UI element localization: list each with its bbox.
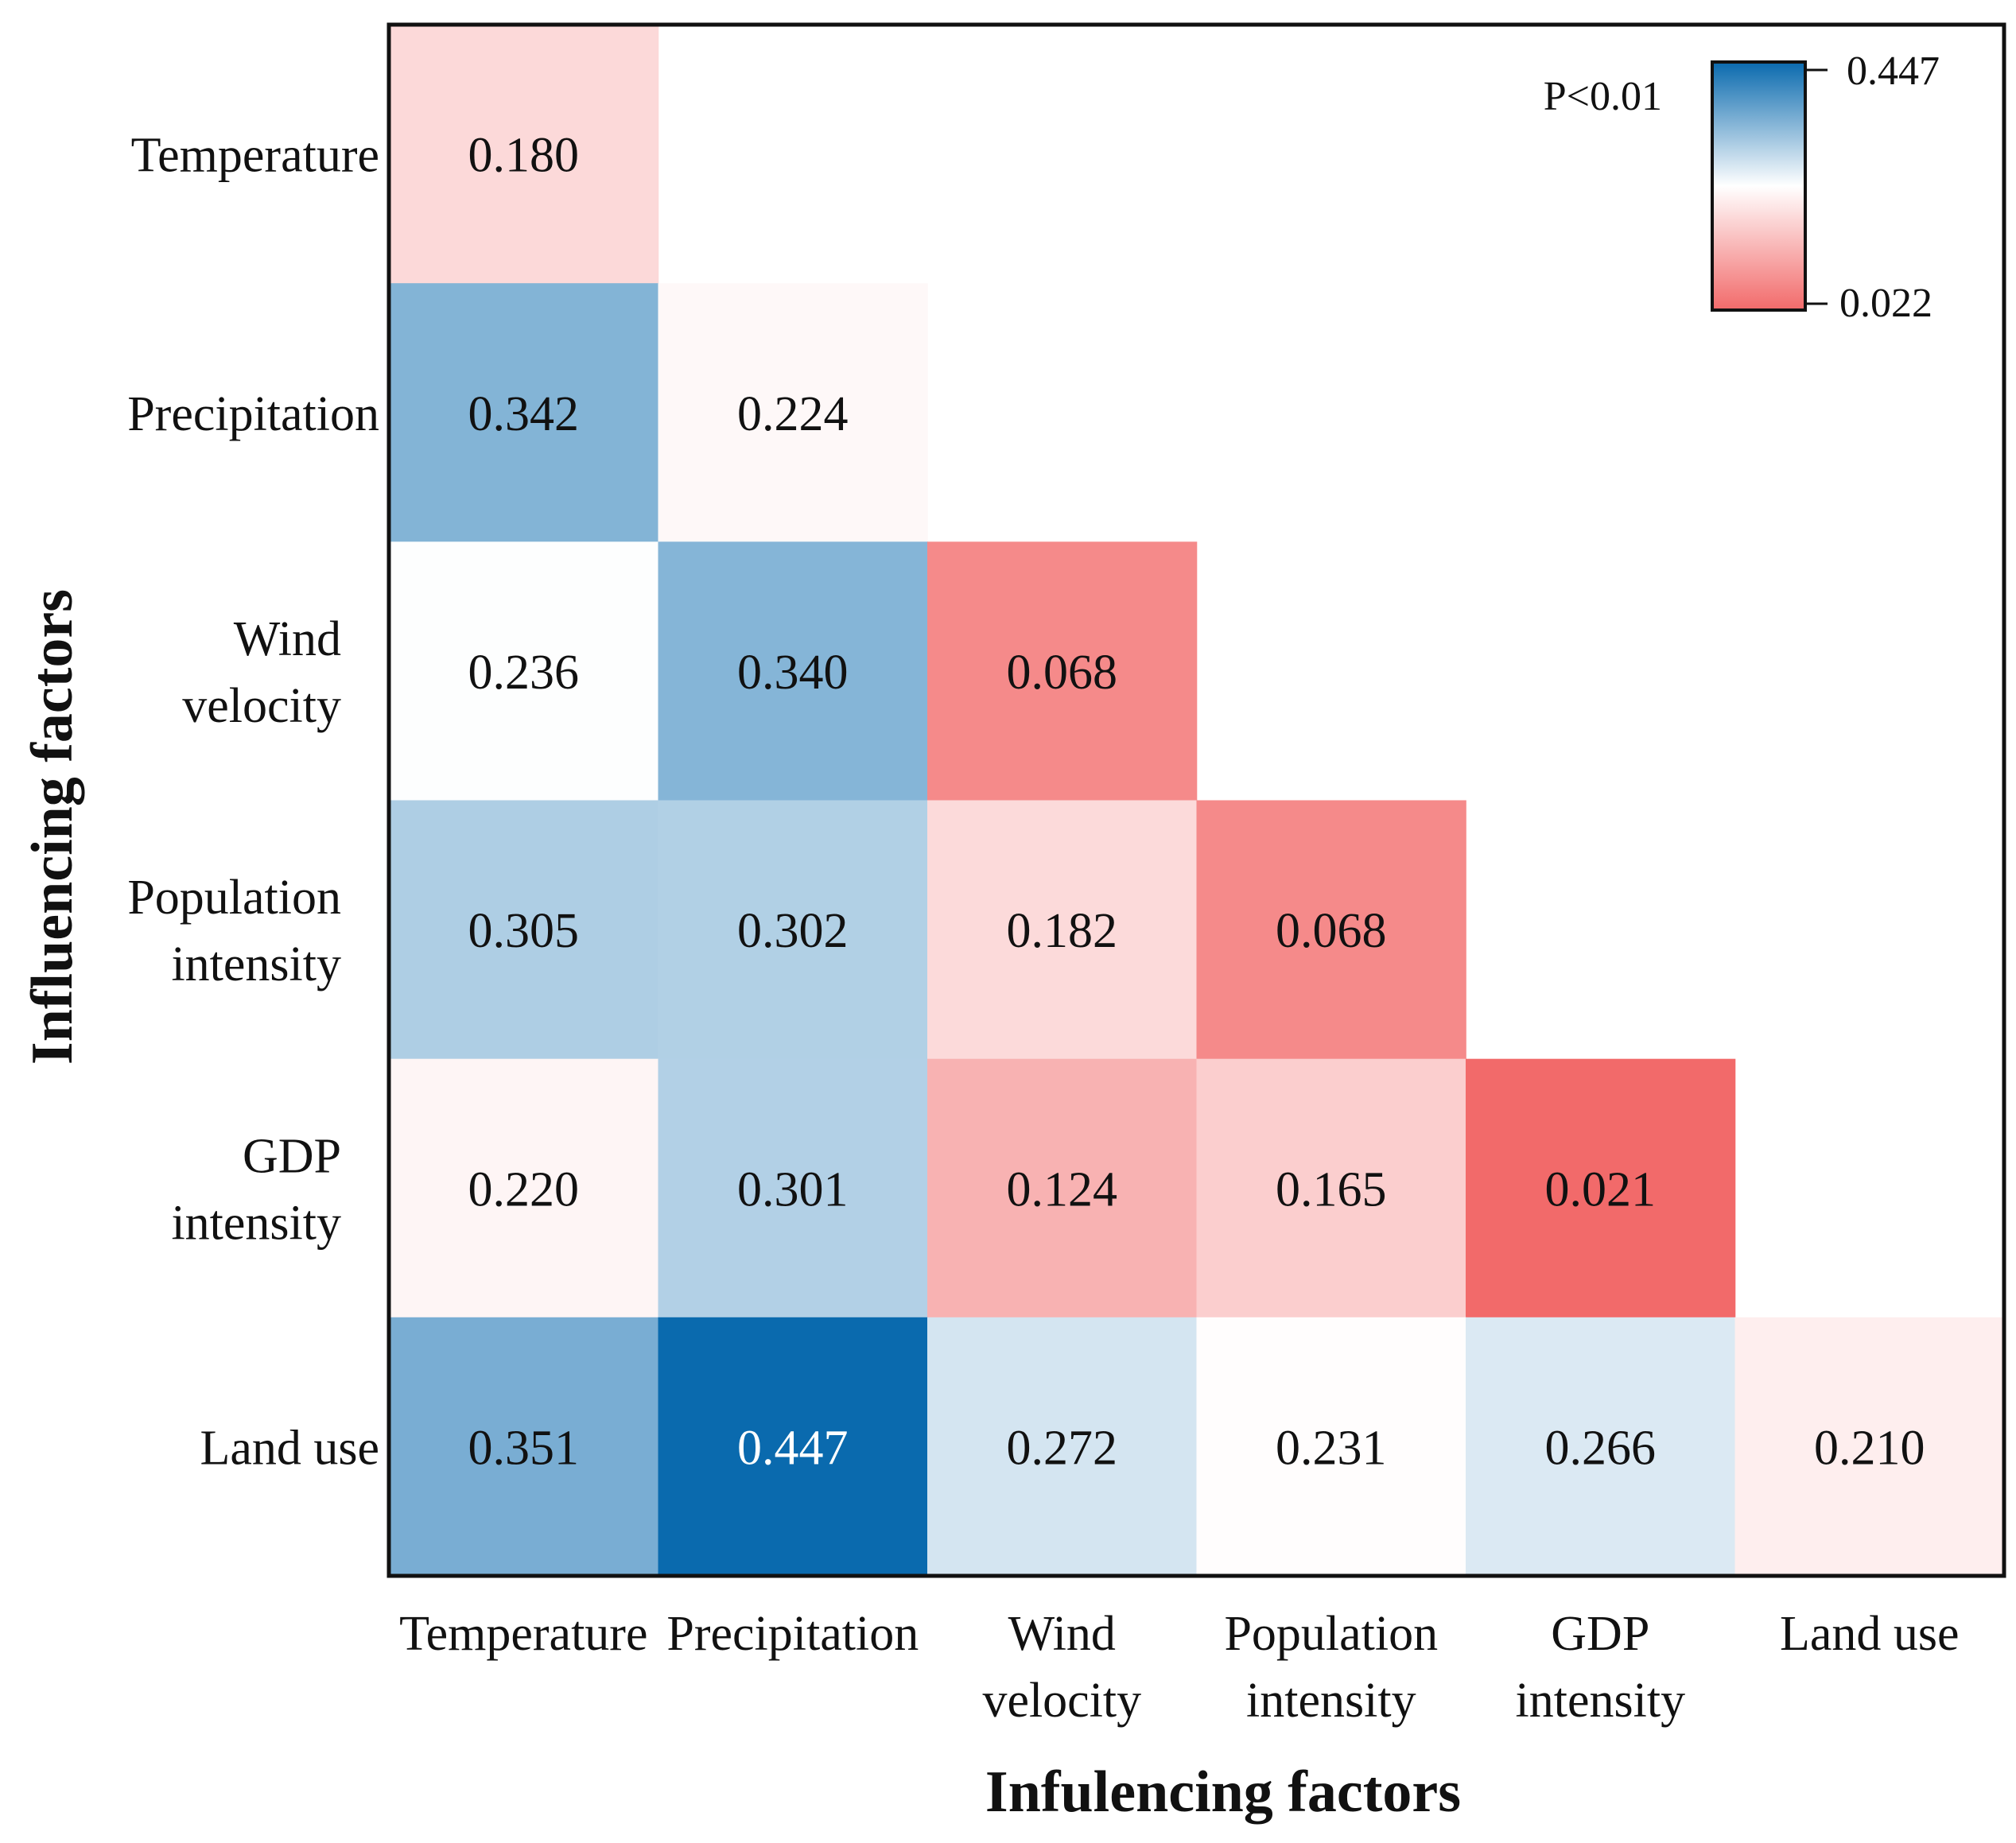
row-label-gdp-intensity: GDP intensity bbox=[171, 1129, 341, 1250]
heatmap-cell bbox=[389, 1317, 659, 1577]
heatmap-cell bbox=[1196, 1317, 1466, 1577]
row-label-precipitation: Precipitation bbox=[127, 387, 379, 441]
column-label-precipitation: Precipitation bbox=[666, 1607, 919, 1661]
heatmap-cell bbox=[389, 800, 659, 1060]
heatmap-cell bbox=[658, 1317, 928, 1577]
x-axis-title: Infulencing factors bbox=[985, 1760, 1461, 1825]
column-label-wind-velocity: Wind velocity bbox=[982, 1607, 1141, 1728]
heatmap-cell bbox=[658, 800, 928, 1060]
cell-value: 0.236 bbox=[468, 646, 580, 700]
colorbar-max-label: 0.447 bbox=[1847, 48, 1940, 94]
row-label-land-use: Land use bbox=[200, 1421, 379, 1475]
cell-value: 0.068 bbox=[1276, 904, 1387, 958]
y-axis-title: Influencing factors bbox=[20, 589, 85, 1065]
colorbar bbox=[1711, 60, 1807, 312]
heatmap-cell bbox=[1466, 1317, 1736, 1577]
colorbar-min-label: 0.022 bbox=[1839, 281, 1932, 326]
cell-value: 0.305 bbox=[468, 904, 580, 958]
row-label-population-intensity: Population intensity bbox=[127, 871, 341, 991]
cell-value: 0.180 bbox=[468, 129, 580, 183]
column-label-land-use: Land use bbox=[1780, 1607, 1960, 1661]
cell-value: 0.124 bbox=[1007, 1162, 1118, 1216]
heatmap-cell bbox=[927, 541, 1198, 801]
row-labels: Temperature Precipitation Wind velocity Popu… bbox=[127, 129, 379, 1476]
cell-value: 0.068 bbox=[1007, 646, 1118, 700]
plot-frame bbox=[386, 22, 2006, 1578]
column-labels: Temperature Precipitation Wind velocity Popu… bbox=[399, 1607, 1959, 1728]
column-label-gdp-intensity: GDP intensity bbox=[1516, 1607, 1686, 1728]
cell-value: 0.301 bbox=[737, 1162, 849, 1216]
cell-value: 0.210 bbox=[1814, 1421, 1925, 1475]
cell-value: 0.447 bbox=[737, 1421, 849, 1475]
row-label-temperature: Temperature bbox=[131, 129, 379, 183]
heatmap-cell bbox=[1734, 1317, 2005, 1577]
heatmap-cells bbox=[389, 25, 2005, 1577]
row-label-wind-velocity: Wind velocity bbox=[182, 612, 341, 733]
heatmap-cell bbox=[389, 25, 659, 284]
column-label-temperature: Temperature bbox=[399, 1607, 647, 1661]
heatmap-cell bbox=[389, 541, 659, 801]
cell-value: 0.165 bbox=[1276, 1162, 1387, 1216]
cell-value: 0.266 bbox=[1545, 1421, 1657, 1475]
cell-value: 0.231 bbox=[1276, 1421, 1387, 1475]
heatmap-cell bbox=[658, 283, 928, 543]
heatmap-cell bbox=[389, 1058, 659, 1318]
cell-value: 0.182 bbox=[1007, 904, 1118, 958]
cell-value: 0.272 bbox=[1007, 1421, 1118, 1475]
cell-value: 0.351 bbox=[468, 1421, 580, 1475]
color-legend: P<0.01 0.447 0.022 bbox=[1544, 48, 1940, 326]
cell-value: 0.224 bbox=[737, 387, 849, 441]
cell-value-labels: 0.180 0.342 0.224 0.236 0.340 0.068 0.305 0.302… bbox=[468, 129, 1925, 1476]
column-label-population-intensity: Population intensity bbox=[1224, 1607, 1438, 1728]
heatmap-cell bbox=[1466, 1058, 1736, 1318]
heatmap-cell bbox=[1196, 1058, 1466, 1318]
cell-value: 0.021 bbox=[1545, 1162, 1657, 1216]
cell-value: 0.220 bbox=[468, 1162, 580, 1216]
heatmap-cell bbox=[658, 1058, 928, 1318]
cell-value: 0.340 bbox=[737, 646, 849, 700]
heatmap-cell bbox=[927, 800, 1198, 1060]
cell-value: 0.302 bbox=[737, 904, 849, 958]
heatmap-cell bbox=[1196, 800, 1466, 1060]
heatmap-cell bbox=[927, 1317, 1198, 1577]
significance-label: P<0.01 bbox=[1544, 74, 1662, 119]
heatmap-cell bbox=[389, 283, 659, 543]
cell-value: 0.342 bbox=[468, 387, 580, 441]
heatmap-cell bbox=[658, 541, 928, 801]
heatmap-cell bbox=[927, 1058, 1198, 1318]
